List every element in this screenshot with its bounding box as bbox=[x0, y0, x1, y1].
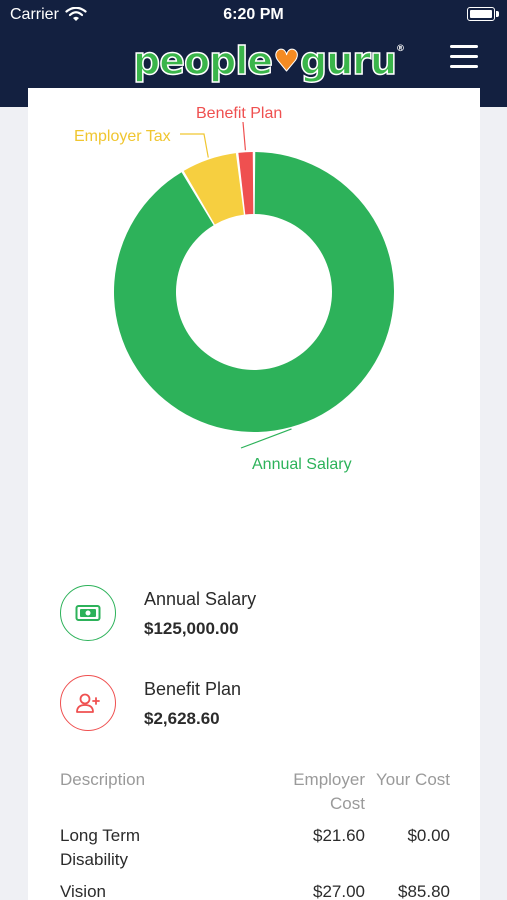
logo-text-people: people bbox=[132, 38, 274, 84]
add-user-icon bbox=[60, 675, 116, 731]
money-icon bbox=[60, 585, 116, 641]
row-2-employer-cost: $27.00 bbox=[313, 882, 365, 900]
column-header-your-cost: Your Cost bbox=[375, 770, 450, 789]
battery-icon bbox=[467, 7, 499, 21]
compensation-donut-chart: Benefit Plan Employer Tax Annual Salary bbox=[74, 105, 394, 473]
hamburger-menu-icon[interactable] bbox=[450, 45, 478, 69]
column-header-employer-cost: Employer Cost bbox=[293, 768, 365, 816]
summary-benefit-label: Benefit Plan bbox=[144, 679, 242, 699]
column-header-employer-cost-line2: Cost bbox=[330, 794, 365, 813]
row-2-your-cost: $85.80 bbox=[398, 882, 450, 900]
wifi-icon bbox=[65, 7, 87, 21]
peopleguru-logo: people ♥ guru ® bbox=[132, 38, 405, 84]
column-header-description: Description bbox=[60, 770, 146, 789]
row-1-your-cost: $0.00 bbox=[407, 826, 450, 845]
compensation-card: Benefit Plan Employer Tax Annual Salary … bbox=[28, 88, 480, 900]
summary-salary-label: Annual Salary bbox=[144, 589, 257, 609]
logo-text-guru: guru bbox=[299, 38, 398, 84]
table-row-desc: Long Term Disability bbox=[60, 824, 140, 872]
column-header-employer-cost-line1: Employer bbox=[293, 770, 365, 789]
chart-label-annual-salary: Annual Salary bbox=[252, 456, 352, 473]
carrier-info: Carrier bbox=[10, 6, 87, 24]
leader-line-annual-salary bbox=[240, 428, 292, 449]
summary-annual-salary: Annual Salary $125,000.00 bbox=[60, 585, 440, 645]
summary-benefit-value: $2,628.60 bbox=[144, 709, 220, 728]
status-time: 6:20 PM bbox=[223, 6, 284, 23]
chart-label-benefit-plan: Benefit Plan bbox=[196, 105, 282, 122]
row-2-desc: Vision bbox=[60, 882, 106, 900]
row-1-employer-cost: $21.60 bbox=[313, 826, 365, 845]
leader-line-employer-tax bbox=[180, 133, 209, 158]
heart-icon: ♥ bbox=[273, 43, 301, 79]
donut-slice-annual-salary[interactable] bbox=[114, 152, 394, 432]
carrier-label: Carrier bbox=[10, 6, 59, 23]
summary-salary-value: $125,000.00 bbox=[144, 619, 239, 638]
row-1-desc-line1: Long Term bbox=[60, 826, 141, 845]
summary-benefit-plan: Benefit Plan $2,628.60 bbox=[60, 675, 440, 735]
chart-label-employer-tax: Employer Tax bbox=[74, 128, 171, 145]
logo-trademark: ® bbox=[396, 44, 405, 54]
donut-slice-benefit-plan[interactable] bbox=[238, 152, 254, 215]
row-1-desc-line2: Disability bbox=[60, 850, 129, 869]
donut-slice-employer-tax[interactable] bbox=[183, 153, 244, 225]
status-bar: Carrier 6:20 PM bbox=[0, 0, 507, 30]
leader-line-benefit-plan bbox=[242, 121, 247, 151]
